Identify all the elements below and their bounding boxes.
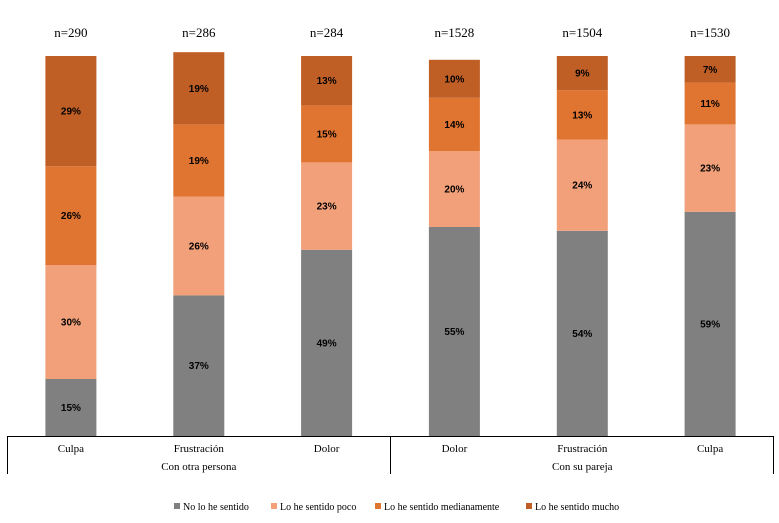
data-label: 15% <box>317 129 337 140</box>
group-label: Con otra persona <box>161 461 236 473</box>
data-label: 13% <box>572 110 592 121</box>
data-label: 20% <box>444 185 464 196</box>
bars-layer: 15% 30% 26% 29% 37% 26% 19% 19% 49% 23% 15% 13% 55% 2… <box>45 52 736 436</box>
legend-swatch <box>174 503 180 509</box>
category-tick-label: Dolor <box>442 443 468 455</box>
category-tick-label: Culpa <box>58 443 84 455</box>
legend: No lo he sentido Lo he sentido poco Lo he … <box>174 502 619 513</box>
sample-size-label: n=1504 <box>562 25 602 40</box>
bar-segment <box>45 379 97 436</box>
n-labels-layer: n=290 n=286 n=284 n=1528 n=1504 n=1530 <box>54 25 730 40</box>
category-axis: Culpa Frustración Dolor Dolor Frustración Cul… <box>7 436 774 474</box>
sample-size-label: n=286 <box>182 25 216 40</box>
category-tick-label: Dolor <box>314 443 340 455</box>
bar-segment <box>428 97 480 151</box>
bar-segment <box>173 52 225 125</box>
bar-segment <box>173 196 225 296</box>
bar-segment <box>684 124 736 212</box>
legend-swatch <box>526 503 532 509</box>
legend-swatch <box>271 503 277 509</box>
bar-segment <box>301 105 353 163</box>
sample-size-label: n=1528 <box>434 25 474 40</box>
sample-size-label: n=290 <box>54 25 87 40</box>
data-label: 54% <box>572 329 592 340</box>
data-label: 29% <box>61 107 81 118</box>
legend-label: No lo he sentido <box>183 502 249 513</box>
bar-segment <box>684 211 736 436</box>
data-label: 9% <box>575 69 590 80</box>
sample-size-label: n=1530 <box>690 25 730 40</box>
category-tick-label: Frustración <box>174 443 225 455</box>
bar-segment <box>173 124 225 197</box>
data-label: 26% <box>189 242 209 253</box>
data-label: 49% <box>317 338 337 349</box>
data-label: 23% <box>317 202 337 213</box>
bar-segment <box>45 265 97 379</box>
bar-segment <box>556 90 608 140</box>
legend-swatch <box>375 503 381 509</box>
data-label: 19% <box>189 156 209 167</box>
bar-segment <box>428 59 480 98</box>
bar-segment <box>301 162 353 250</box>
data-label: 7% <box>703 65 718 76</box>
data-label: 11% <box>700 99 720 110</box>
bar-segment <box>556 56 608 91</box>
data-label: 24% <box>572 181 592 192</box>
data-label: 10% <box>444 74 464 85</box>
group-label: Con su pareja <box>552 461 613 473</box>
category-tick-label: Culpa <box>697 443 723 455</box>
bar-segment <box>684 82 736 125</box>
bar-segment <box>45 56 97 167</box>
sample-size-label: n=284 <box>310 25 344 40</box>
data-label: 15% <box>61 403 81 414</box>
legend-label: Lo he sentido medianamente <box>384 502 500 513</box>
data-label: 14% <box>444 120 464 131</box>
data-label: 30% <box>61 318 81 329</box>
bar-segment <box>556 230 608 436</box>
bar-segment <box>45 166 97 265</box>
bar-segment <box>428 227 480 436</box>
data-label: 55% <box>444 327 464 338</box>
legend-label: Lo he sentido mucho <box>535 502 619 513</box>
data-label: 26% <box>61 211 81 222</box>
data-label: 13% <box>317 76 337 87</box>
data-label: 23% <box>700 164 720 175</box>
data-label: 37% <box>189 361 209 372</box>
data-label: 19% <box>189 84 209 95</box>
legend-label: Lo he sentido poco <box>280 502 356 513</box>
category-tick-label: Frustración <box>557 443 608 455</box>
bar-segment <box>684 56 736 83</box>
bar-segment <box>428 151 480 227</box>
bar-segment <box>301 249 353 436</box>
bar-segment <box>556 139 608 231</box>
bar-segment <box>173 295 225 436</box>
bar-segment <box>301 56 353 106</box>
data-label: 59% <box>700 319 720 330</box>
